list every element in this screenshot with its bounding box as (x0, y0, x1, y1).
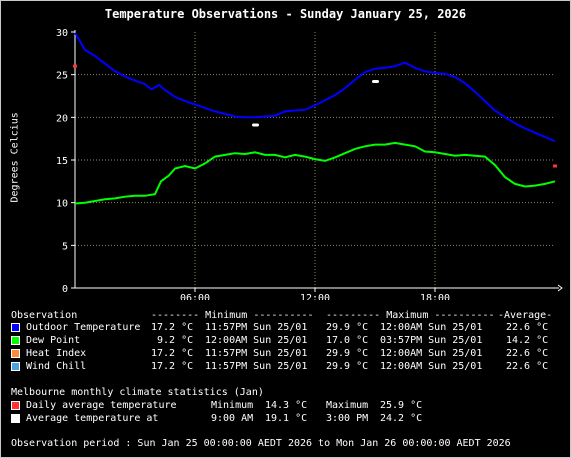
y-tick-label: 25 (56, 71, 68, 82)
max-time: 12:00AM Sun 25/01 (380, 361, 483, 372)
climate-marker-daily-average-min (73, 64, 77, 68)
min-value: 17.2 °C (151, 348, 194, 359)
climate-value-2: 24.2 °C (380, 413, 423, 424)
legend-swatch (11, 336, 20, 345)
climate-caption-1: 9:00 AM (211, 413, 254, 424)
max-time: 12:00AM Sun 25/01 (380, 348, 483, 359)
y-tick-label: 10 (56, 199, 68, 210)
average-value: 22.6 °C (506, 361, 549, 372)
max-time: 12:00AM Sun 25/01 (380, 322, 483, 333)
climate-caption-2: 3:00 PM (326, 413, 369, 424)
climate-caption-2: Maximum (326, 400, 369, 411)
climate-marker-average-9am (252, 123, 259, 127)
stats-header-observation: Observation (11, 310, 78, 321)
legend-swatch (11, 349, 20, 358)
x-tick-label: 12:00 (300, 293, 330, 300)
climate-value-1: 14.3 °C (265, 400, 308, 411)
series-name: Outdoor Temperature (26, 322, 141, 333)
stats-header-maximum: --------- Maximum ---------- (326, 310, 495, 321)
x-tick-label: 18:00 (420, 293, 450, 300)
max-time: 03:57PM Sun 25/01 (380, 335, 483, 346)
climate-caption-1: Minimum (211, 400, 254, 411)
min-value: 17.2 °C (151, 361, 194, 372)
temperature-plot: 0 5 10 15 20 25 30 06:00 12:00 18:00 (56, 28, 563, 300)
legend-swatch (11, 323, 20, 332)
climate-marker-daily-average-max (553, 164, 557, 168)
series-name: Heat Index (26, 348, 87, 359)
average-value: 22.6 °C (506, 322, 549, 333)
stats-header-average: -Average- (498, 310, 553, 321)
climate-marker-average-3pm (372, 79, 379, 83)
y-tick-label: 15 (56, 156, 68, 167)
y-tick-label: 30 (56, 28, 68, 39)
y-tick-label: 20 (56, 113, 68, 124)
max-value: 29.9 °C (326, 361, 369, 372)
climate-value-2: 25.9 °C (380, 400, 423, 411)
max-value: 17.0 °C (326, 335, 369, 346)
min-time: 11:57PM Sun 25/01 (205, 322, 308, 333)
climate-label: Average temperature at (26, 413, 159, 424)
average-value: 22.6 °C (506, 348, 549, 359)
series-line-outdoor-temperature (74, 32, 556, 143)
chart-title: Temperature Observations - Sunday Januar… (104, 7, 467, 21)
min-time: 12:00AM Sun 25/01 (205, 335, 308, 346)
min-time: 11:57PM Sun 25/01 (205, 348, 308, 359)
climate-heading: Melbourne monthly climate statistics (Ja… (11, 387, 264, 398)
observation-period: Observation period : Sun Jan 25 00:00:00… (11, 438, 511, 449)
y-tick-label: 5 (62, 241, 68, 252)
x-tick-label: 06:00 (180, 293, 210, 300)
legend-swatch (11, 414, 20, 423)
series-name: Dew Point (26, 335, 81, 346)
min-time: 11:57PM Sun 25/01 (205, 361, 308, 372)
y-tick-label: 0 (62, 284, 68, 295)
average-value: 14.2 °C (506, 335, 549, 346)
legend-swatch (11, 401, 20, 410)
min-value: 17.2 °C (151, 322, 194, 333)
series-name: Wind Chill (26, 361, 87, 372)
climate-label: Daily average temperature (26, 400, 177, 411)
min-value: 9.2 °C (151, 335, 194, 346)
x-axis-arrow (557, 284, 563, 292)
stats-header-minimum: -------- Minimum ---------- (151, 310, 314, 321)
climate-value-1: 19.1 °C (265, 413, 308, 424)
max-value: 29.9 °C (326, 322, 369, 333)
max-value: 29.9 °C (326, 348, 369, 359)
series-line-dew-point (74, 141, 556, 205)
legend-swatch (11, 362, 20, 371)
